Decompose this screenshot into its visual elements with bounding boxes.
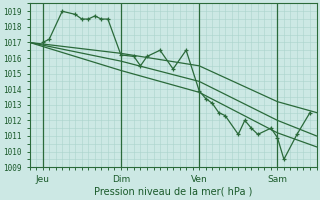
X-axis label: Pression niveau de la mer( hPa ): Pression niveau de la mer( hPa ) <box>94 187 252 197</box>
